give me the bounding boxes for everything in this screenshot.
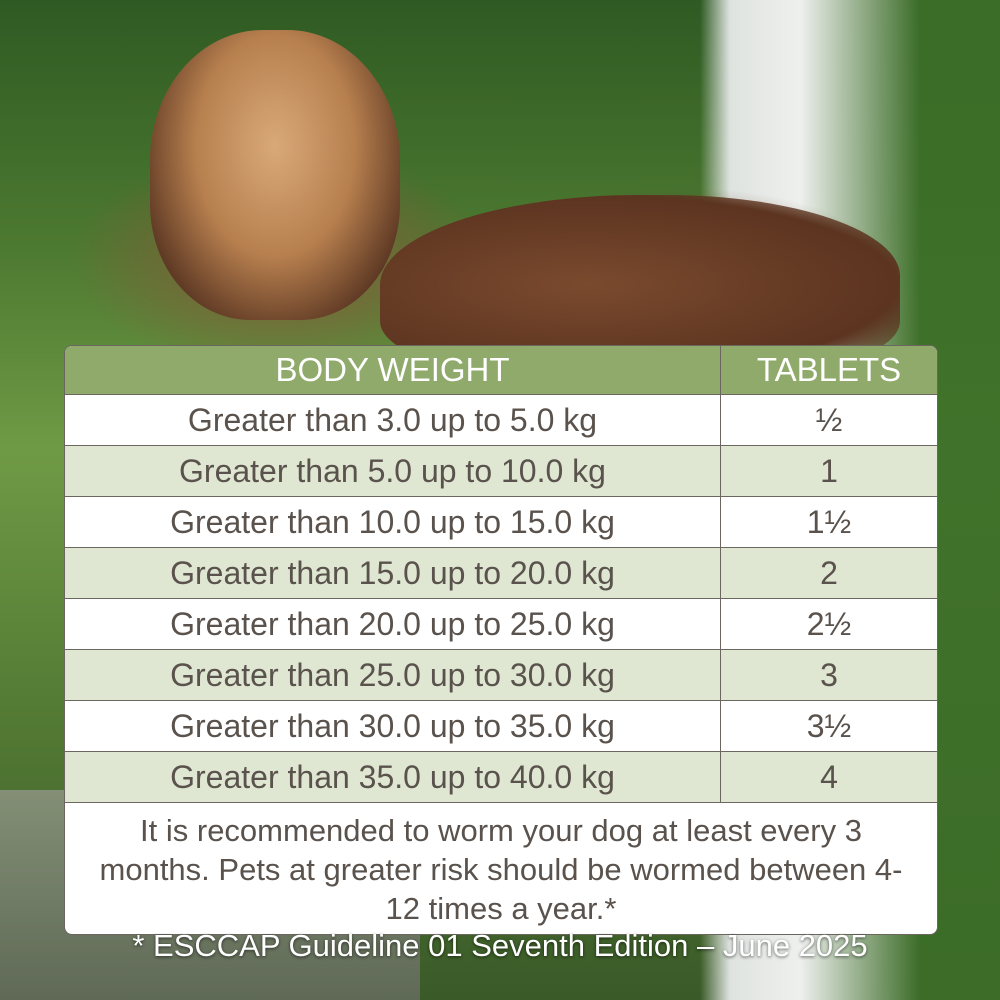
weight-cell: Greater than 10.0 up to 15.0 kg (65, 497, 721, 547)
weight-cell: Greater than 20.0 up to 25.0 kg (65, 599, 721, 649)
tablets-cell: 4 (820, 758, 838, 795)
weight-cell: Greater than 5.0 up to 10.0 kg (65, 446, 721, 496)
dog-head-image (150, 30, 400, 320)
table-row: Greater than 35.0 up to 40.0 kg 4 (65, 752, 937, 803)
tablets-cell: 1 (820, 452, 838, 489)
tablets-cell: 2 (820, 554, 838, 591)
table-row: Greater than 10.0 up to 15.0 kg 1½ (65, 497, 937, 548)
weight-cell: Greater than 35.0 up to 40.0 kg (65, 752, 721, 802)
worming-note: It is recommended to worm your dog at le… (99, 813, 903, 926)
tablets-cell: 2½ (806, 605, 852, 642)
table-row: Greater than 25.0 up to 30.0 kg 3 (65, 650, 937, 701)
weight-cell: Greater than 3.0 up to 5.0 kg (65, 395, 721, 445)
tablets-cell: ½ (815, 401, 843, 438)
table-row: Greater than 5.0 up to 10.0 kg 1 (65, 446, 937, 497)
header-tablets: TABLETS (756, 351, 902, 388)
dosage-table: BODY WEIGHT TABLETS Greater than 3.0 up … (64, 345, 938, 935)
tablets-cell: 1½ (806, 503, 852, 540)
weight-cell: Greater than 15.0 up to 20.0 kg (65, 548, 721, 598)
table-header: BODY WEIGHT TABLETS (65, 346, 937, 395)
weight-cell: Greater than 30.0 up to 35.0 kg (65, 701, 721, 751)
tablets-cell: 3½ (806, 707, 852, 744)
table-row: Greater than 3.0 up to 5.0 kg ½ (65, 395, 937, 446)
header-body-weight: BODY WEIGHT (65, 346, 721, 394)
tablets-cell: 3 (820, 656, 838, 693)
table-row: Greater than 15.0 up to 20.0 kg 2 (65, 548, 937, 599)
footnote: * ESCCAP Guideline 01 Seventh Edition – … (132, 928, 868, 963)
table-row: Greater than 30.0 up to 35.0 kg 3½ (65, 701, 937, 752)
weight-cell: Greater than 25.0 up to 30.0 kg (65, 650, 721, 700)
table-row: Greater than 20.0 up to 25.0 kg 2½ (65, 599, 937, 650)
